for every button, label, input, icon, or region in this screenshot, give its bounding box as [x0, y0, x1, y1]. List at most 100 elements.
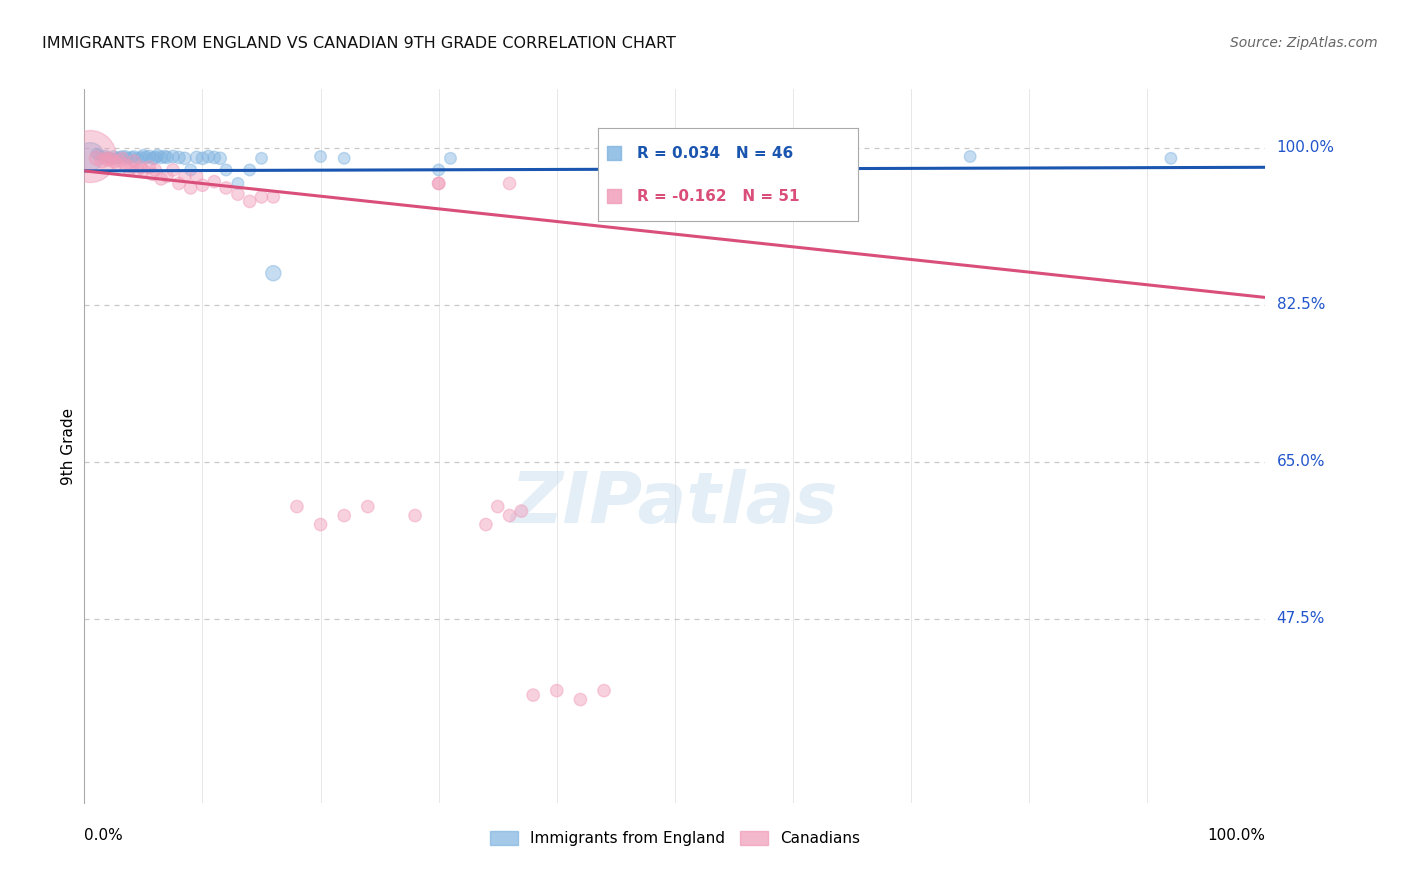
Point [250, 151, 273, 165]
Point [191, 178, 214, 193]
Text: 47.5%: 47.5% [1277, 611, 1324, 626]
Point [111, 149, 134, 163]
Point [122, 154, 145, 169]
Point [510, 504, 533, 518]
Point [138, 161, 160, 175]
Point [173, 169, 195, 184]
Point [91, 149, 114, 163]
Point [108, 150, 131, 164]
Point [498, 177, 520, 191]
Point [117, 151, 139, 165]
Point [127, 163, 149, 178]
Text: 0.0%: 0.0% [84, 828, 124, 843]
Point [226, 177, 249, 191]
Text: 100.0%: 100.0% [1208, 828, 1265, 843]
Point [186, 150, 208, 164]
Point [84, 146, 107, 161]
Point [1160, 151, 1182, 165]
Point [309, 517, 332, 532]
Point [98, 151, 121, 165]
Point [309, 149, 332, 163]
Point [142, 168, 165, 182]
Point [546, 683, 568, 698]
Text: Source: ZipAtlas.com: Source: ZipAtlas.com [1230, 36, 1378, 50]
Point [226, 187, 249, 202]
Point [91, 154, 114, 169]
Point [121, 161, 143, 175]
Point [103, 149, 125, 163]
Point [486, 500, 509, 514]
Point [150, 150, 173, 164]
Point [593, 683, 616, 698]
Point [173, 151, 195, 165]
Point [522, 688, 544, 702]
Point [103, 155, 125, 169]
Point [98, 151, 121, 165]
Point [215, 181, 238, 195]
Point [180, 163, 202, 178]
Point [97, 153, 120, 167]
Point [959, 149, 981, 163]
Point [129, 161, 152, 175]
Point [156, 169, 179, 184]
Point [167, 177, 190, 191]
Point [156, 150, 179, 164]
Legend: Immigrants from England, Canadians: Immigrants from England, Canadians [484, 825, 866, 852]
Point [118, 163, 141, 178]
Text: IMMIGRANTS FROM ENGLAND VS CANADIAN 9TH GRADE CORRELATION CHART: IMMIGRANTS FROM ENGLAND VS CANADIAN 9TH … [42, 36, 676, 51]
Y-axis label: 9th Grade: 9th Grade [60, 408, 76, 484]
Point [143, 163, 166, 178]
Point [97, 150, 120, 164]
Point [498, 508, 520, 523]
Point [142, 151, 165, 165]
Text: 100.0%: 100.0% [1277, 140, 1334, 155]
Point [197, 149, 219, 163]
Text: ZIPatlas: ZIPatlas [512, 468, 838, 538]
Point [191, 151, 214, 165]
Point [135, 150, 157, 164]
Point [108, 154, 131, 169]
Point [138, 149, 160, 163]
Point [121, 150, 143, 164]
Point [162, 163, 184, 178]
Point [79, 149, 101, 163]
Point [122, 149, 145, 163]
Point [146, 148, 169, 162]
Point [114, 149, 136, 163]
Point [640, 177, 662, 191]
Point [427, 177, 450, 191]
Point [114, 159, 136, 173]
Point [209, 151, 232, 165]
Point [111, 151, 134, 165]
Point [162, 149, 184, 163]
Point [202, 150, 225, 164]
Point [153, 149, 176, 163]
Point [239, 163, 262, 178]
Point [475, 517, 498, 532]
Point [357, 500, 380, 514]
Point [186, 169, 208, 184]
Point [105, 151, 128, 165]
Point [79, 149, 101, 163]
Point [87, 147, 110, 161]
Point [262, 266, 284, 280]
Point [439, 151, 461, 165]
Point [333, 508, 356, 523]
Point [333, 151, 356, 165]
Point [129, 150, 152, 164]
Text: 65.0%: 65.0% [1277, 454, 1324, 469]
Point [215, 163, 238, 178]
Point [94, 151, 117, 165]
Point [84, 151, 107, 165]
Point [107, 157, 129, 171]
Point [202, 175, 225, 189]
Point [150, 172, 173, 186]
Point [239, 194, 262, 209]
Point [569, 692, 592, 706]
Point [427, 163, 450, 178]
Point [132, 163, 155, 178]
Point [262, 190, 284, 204]
Point [167, 150, 190, 164]
Text: 82.5%: 82.5% [1277, 297, 1324, 312]
Point [285, 500, 308, 514]
